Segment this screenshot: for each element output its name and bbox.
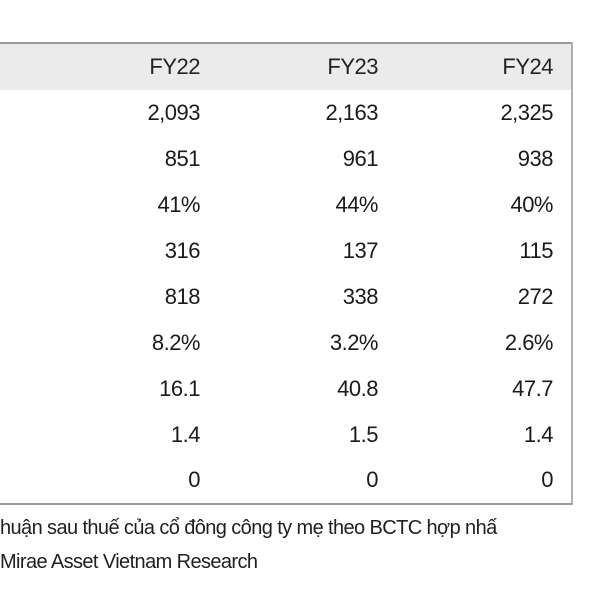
table-header-row: FY22 FY23 FY24 [0,44,571,90]
table-bottom-border [0,503,572,505]
table-cell: 272 [517,284,554,309]
table-cell: 47.7 [512,376,553,401]
table-cell: 2.6% [504,330,554,355]
table-row: 316 137 115 [0,228,571,274]
table-top-border [0,42,572,44]
table-cell: 44% [335,192,378,217]
table-row: 16.1 40.8 47.7 [0,366,571,412]
table-cell: 938 [517,146,554,171]
table-cell: 0 [366,467,378,492]
table-row: 2,093 2,163 2,325 [0,90,571,136]
table-row: 8.2% 3.2% 2.6% [0,320,571,366]
table-cell: 40.8 [337,376,378,401]
table-cell: 40% [510,192,553,217]
column-header-fy23: FY23 [327,54,378,79]
table-cell: 2,093 [147,100,200,125]
table-header-background [0,44,571,90]
table-footnote: huận sau thuế của cổ đông công ty mẹ the… [0,517,497,539]
financial-table: FY22 FY23 FY24 2,093 2,163 2,325 851 961… [0,42,600,505]
table-cell: 1.5 [348,422,379,447]
table-cell: 2,163 [325,100,378,125]
table-row: 1.4 1.5 1.4 [0,412,571,458]
table-cell: 115 [519,238,553,263]
column-header-fy22: FY22 [149,54,200,79]
table-cell: 818 [164,284,201,309]
table-cell: 851 [164,146,201,171]
table-cell: 1.4 [523,422,554,447]
table-cell: 316 [164,238,201,263]
table-cell: 0 [188,467,200,492]
table-cell: 1.4 [170,422,201,447]
column-header-fy24: FY24 [502,54,553,79]
table-cell: 3.2% [329,330,379,355]
source-note: Mirae Asset Vietnam Research [0,551,258,573]
table-cell: 961 [342,146,379,171]
table-cell: 2,325 [500,100,553,125]
table-cell: 16.1 [159,376,200,401]
table-row: 0 0 0 [0,457,571,503]
table-cell: 41% [157,192,200,217]
table-row: 818 338 272 [0,274,571,320]
table-cell: 338 [342,284,379,309]
table-row: 851 961 938 [0,136,571,182]
table-right-border [571,42,573,505]
table-cell: 8.2% [151,330,201,355]
table-row: 41% 44% 40% [0,182,571,228]
table-cell: 0 [541,467,553,492]
table-cell: 137 [342,238,379,263]
